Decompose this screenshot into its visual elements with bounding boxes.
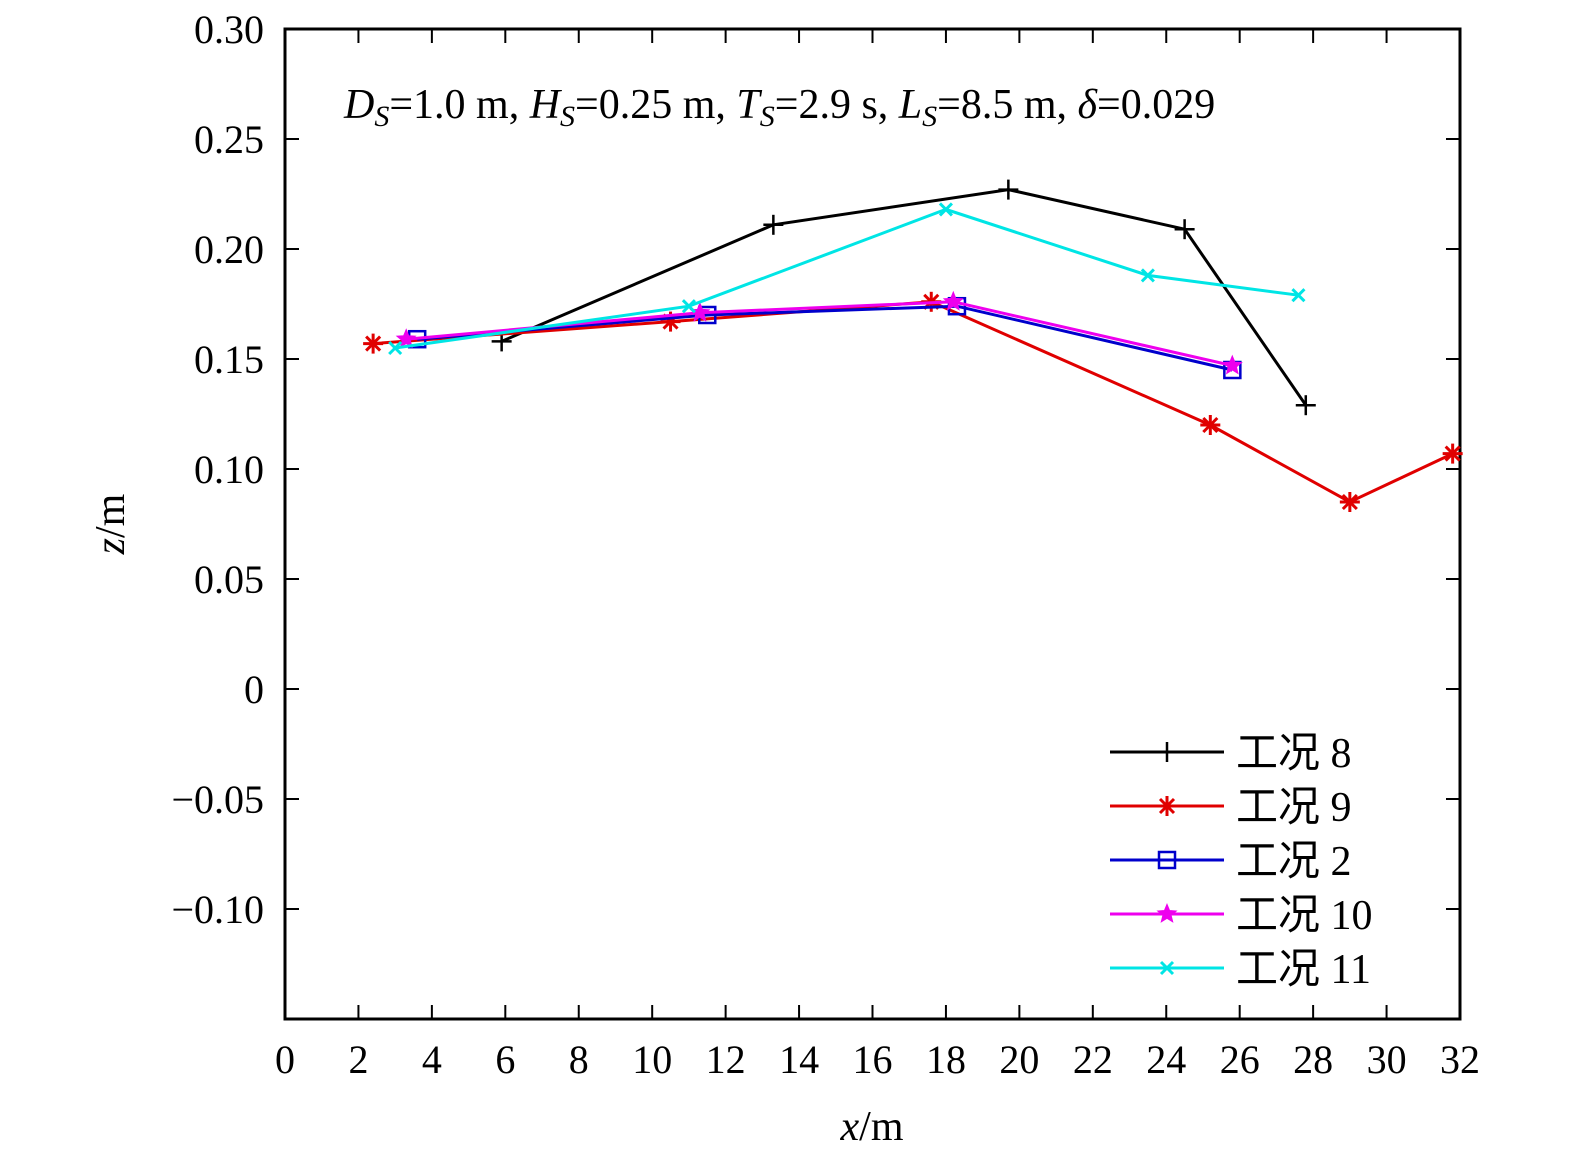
legend-label: 工况 2 [1236,839,1352,885]
annotation-part: =1.0 m, [389,82,529,128]
data-point [388,340,403,356]
legend-label: 工况 8 [1236,731,1352,777]
legend-item: 工况 2 [1110,839,1352,885]
x-tick-label: 0 [275,1037,295,1082]
x-tick-label: 10 [632,1037,672,1082]
x-tick-label: 14 [779,1037,819,1082]
data-point [938,202,953,217]
ticks [284,28,1461,1019]
x-tick-label: 30 [1367,1037,1407,1082]
chart-annotation: DS=1.0 m, HS=0.25 m, TS=2.9 s, LS=8.5 m,… [343,82,1215,133]
legend-label: 工况 10 [1236,893,1373,939]
y-axis-var: z [88,538,134,555]
data-point [1442,443,1463,464]
series-1 [363,291,1463,512]
x-tick-label: 32 [1440,1037,1480,1082]
data-point [1157,742,1177,762]
annotation-part: S [760,100,775,133]
y-tick-label: −0.10 [171,887,264,932]
tick-labels: 0 2 4 6 8 10 12 14 16 18 20 22 24 26 28 30 32−0.10−0.050… [171,7,1480,1082]
annotation-part: S [922,100,937,133]
x-tick-label: 12 [706,1037,746,1082]
data-point [1295,395,1316,416]
annotation-part: H [529,82,563,128]
y-tick-label: 0.10 [194,447,264,492]
series-layer [363,179,1463,512]
annotation-part: =2.9 s, [775,82,899,128]
annotation-part: L [898,82,922,128]
annotation-part: D [343,82,374,128]
y-tick-label: 0.30 [194,7,264,52]
annotation-part: =0.25 m, [575,82,736,128]
annotation-part: =0.029 [1097,82,1215,128]
data-point [942,290,964,311]
x-tick-label: 18 [926,1037,966,1082]
annotation-part: =8.5 m, [937,82,1077,128]
annotation-part: S [560,100,575,133]
data-point [1140,268,1155,283]
x-tick-label: 22 [1073,1037,1113,1082]
legend-item: 工况 11 [1110,947,1371,993]
x-tick-label: 24 [1146,1037,1186,1082]
series-line [417,304,1233,372]
y-axis-label: z/m [88,493,134,555]
data-point [763,214,784,235]
data-point [395,328,417,349]
annotation-part: T [736,82,762,128]
data-point [1339,492,1360,512]
legend-item: 工况 9 [1110,785,1352,831]
x-tick-label: 16 [853,1037,893,1082]
data-point [1159,960,1175,976]
data-point [998,179,1019,200]
x-axis-unit: /m [859,1104,904,1150]
data-point [1156,903,1178,923]
data-point [363,333,384,354]
x-tick-label: 28 [1293,1037,1333,1082]
data-point [1174,219,1195,240]
data-point [1291,288,1306,303]
annotation-part: S [374,100,389,133]
y-tick-label: 0.15 [194,337,264,382]
y-tick-label: 0.05 [194,557,264,602]
legend-label: 工况 9 [1236,785,1352,831]
data-point [681,299,696,314]
legend-label: 工况 11 [1236,947,1371,993]
legend: 工况 8 工况 9 工况 2 工况 10 工况 11 [1110,731,1373,993]
data-point [1157,796,1177,816]
series-4 [388,202,1306,356]
x-tick-label: 6 [495,1037,515,1082]
y-tick-label: 0.20 [194,227,264,272]
series-0 [491,179,1316,416]
data-point [1157,850,1177,870]
y-axis-unit: /m [88,493,134,538]
data-point [1200,415,1221,435]
x-tick-label: 26 [1220,1037,1260,1082]
x-tick-label: 4 [422,1037,442,1082]
x-tick-label: 2 [348,1037,368,1082]
x-tick-label: 20 [999,1037,1039,1082]
series-line [372,300,1454,504]
x-tick-label: 8 [569,1037,589,1082]
y-tick-label: 0.25 [194,117,264,162]
data-point [1221,354,1243,375]
legend-item: 工况 10 [1110,893,1373,939]
y-tick-label: −0.05 [171,777,264,822]
legend-item: 工况 8 [1110,731,1352,777]
series-line [394,207,1299,350]
x-axis-label: x/m [840,1104,904,1150]
x-axis-var: x [840,1104,860,1150]
y-tick-label: 0 [244,667,264,712]
annotation-part: δ [1078,82,1099,128]
